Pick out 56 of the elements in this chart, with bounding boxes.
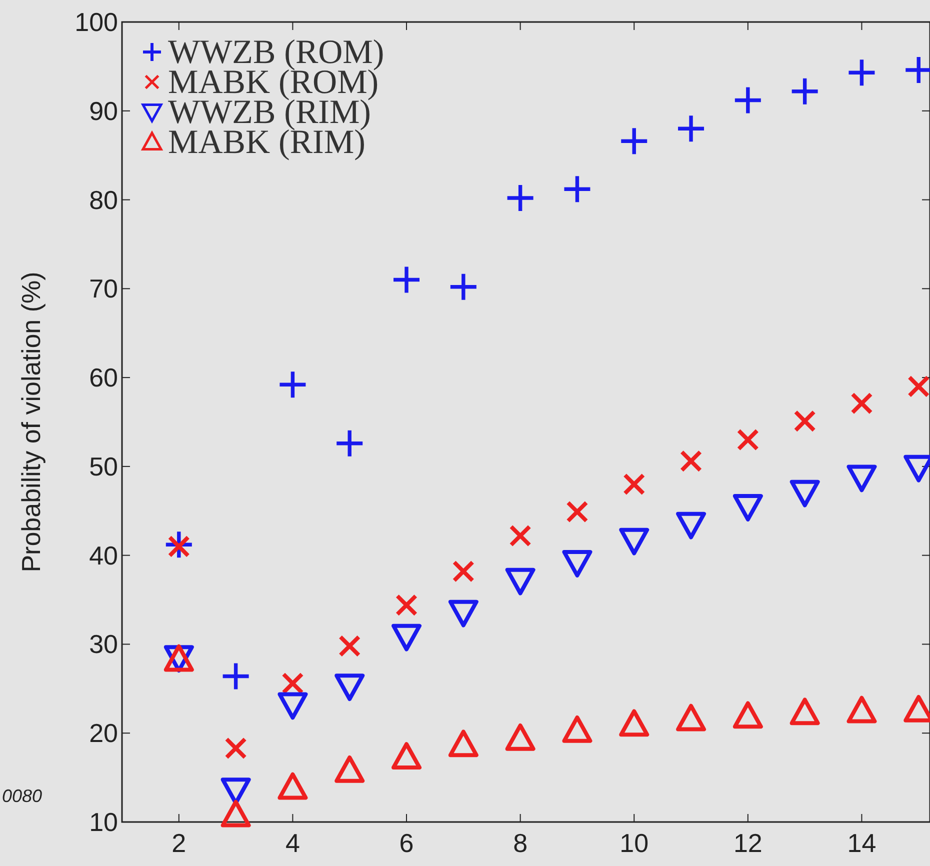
point [452, 560, 475, 582]
point [450, 274, 476, 300]
y-tick-label: 20 [89, 718, 118, 748]
point [676, 704, 706, 732]
point [505, 723, 536, 751]
point [507, 185, 534, 211]
point [619, 709, 650, 737]
y-tick-label: 10 [89, 807, 118, 837]
y-tick-label: 90 [89, 96, 118, 126]
point [678, 116, 704, 142]
y-axis-title: Probability of violation (%) [16, 272, 46, 572]
text: 0080 [2, 786, 42, 806]
point [566, 500, 588, 523]
point [282, 672, 304, 694]
y-tick-label: 60 [89, 362, 118, 393]
point [394, 266, 420, 293]
x-tick-label: 8 [513, 828, 528, 858]
y-tick-label: 40 [89, 540, 118, 570]
point [224, 737, 247, 760]
y-tick-label: 30 [89, 629, 118, 660]
point [392, 742, 422, 770]
y-tick-label: 80 [89, 184, 118, 215]
point [336, 430, 363, 456]
point [790, 698, 820, 726]
point [448, 730, 478, 758]
point [908, 375, 930, 398]
point [621, 128, 648, 154]
point [220, 800, 251, 828]
x-tick-label: 6 [399, 828, 414, 858]
point [736, 428, 760, 451]
y-tick-label: 70 [89, 274, 118, 304]
point [564, 176, 590, 202]
point [334, 755, 365, 783]
y-tick-label: 100 [74, 7, 118, 37]
point [509, 524, 532, 547]
y-tick-label: 50 [89, 451, 118, 482]
point [850, 392, 873, 414]
x-tick-label: 2 [172, 828, 186, 858]
point [222, 663, 249, 690]
x-tick-label: 12 [733, 828, 762, 858]
point [278, 772, 308, 800]
x-tick-label: 4 [285, 828, 300, 858]
x-tick-label: 14 [847, 828, 876, 858]
point [338, 634, 361, 658]
point [680, 450, 702, 472]
point [623, 473, 646, 496]
point [732, 701, 763, 729]
point [846, 696, 877, 724]
x-tick-label: 10 [620, 828, 649, 858]
point [794, 410, 816, 432]
point [734, 87, 761, 114]
point [395, 594, 418, 616]
point [792, 78, 818, 104]
point [848, 60, 875, 86]
point [562, 715, 592, 743]
point [280, 372, 306, 398]
